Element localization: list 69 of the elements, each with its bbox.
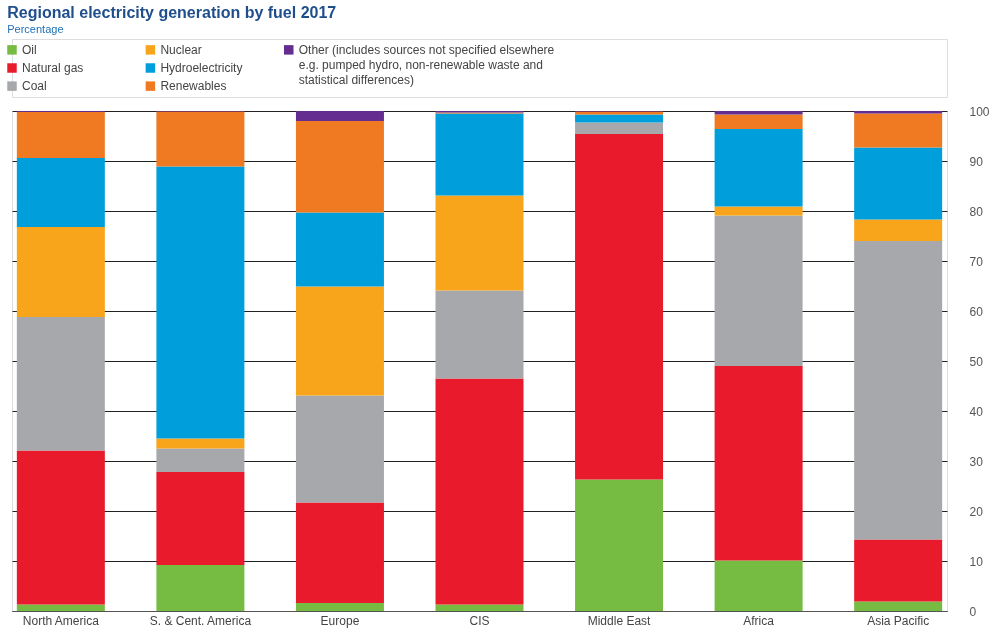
bar xyxy=(295,121,384,213)
bar xyxy=(714,366,803,561)
legend-label: Hydroelectricity xyxy=(160,61,243,75)
chart-subtitle: Percentage xyxy=(7,23,64,35)
bar xyxy=(16,227,105,317)
bar xyxy=(156,111,245,167)
bar xyxy=(435,195,524,291)
legend-label: Renewables xyxy=(160,79,227,94)
bar xyxy=(854,147,943,220)
bar xyxy=(295,111,384,121)
x-tick-label: Africa xyxy=(743,613,775,628)
bar xyxy=(854,601,943,611)
bar xyxy=(156,565,245,611)
bar xyxy=(156,472,245,565)
y-tick-label: 20 xyxy=(969,504,984,519)
bar xyxy=(854,219,943,241)
y-tick-label: 10 xyxy=(969,554,984,569)
bar xyxy=(16,317,105,451)
bar xyxy=(435,604,524,611)
bar xyxy=(575,134,664,480)
x-tick-label: Asia Pacific xyxy=(867,613,930,628)
y-tick-label: 60 xyxy=(969,304,984,319)
legend-label: Coal xyxy=(22,79,47,94)
legend-label: Natural gas xyxy=(22,61,84,75)
bar xyxy=(714,206,803,216)
bar xyxy=(435,113,524,196)
x-tick-label: S. & Cent. America xyxy=(149,613,252,628)
bar xyxy=(295,502,384,603)
y-tick-label: 80 xyxy=(969,204,984,219)
legend-label: Other (includes sources not specified elsewhere e.g. pumped hydro, non-renewable waste and statistical differences) xyxy=(298,42,555,87)
legend-label: Oil xyxy=(22,42,37,57)
bar xyxy=(156,448,245,472)
bar xyxy=(435,290,524,379)
bar xyxy=(714,114,803,129)
bar xyxy=(575,114,664,123)
bar xyxy=(16,450,105,605)
y-tick-label: 100 xyxy=(969,104,990,119)
bar xyxy=(854,539,943,602)
y-tick-label: 40 xyxy=(969,404,984,419)
y-tick-label: 70 xyxy=(969,254,984,269)
x-tick-label: North America xyxy=(22,613,100,628)
bar xyxy=(714,215,803,366)
bar xyxy=(295,603,384,611)
bar xyxy=(156,166,245,439)
bar xyxy=(714,129,803,207)
bar xyxy=(854,113,943,148)
bar xyxy=(854,111,943,114)
x-tick-label: Middle East xyxy=(587,613,652,628)
x-tick-label: CIS xyxy=(469,613,490,628)
bar xyxy=(295,286,384,396)
chart-title: Regional electricity generation by fuel 2017 xyxy=(7,4,337,21)
bar xyxy=(16,604,105,611)
bar xyxy=(575,479,664,611)
y-tick-label: 30 xyxy=(969,454,984,469)
x-tick-label: Europe xyxy=(320,613,360,628)
bar xyxy=(156,438,245,449)
bar xyxy=(435,378,524,605)
y-tick-label: 90 xyxy=(969,154,984,169)
legend-label: Nuclear xyxy=(160,42,202,57)
bar xyxy=(575,122,664,134)
bar xyxy=(295,212,384,287)
bar xyxy=(714,111,803,115)
y-tick-label: 0 xyxy=(969,604,977,619)
bar xyxy=(714,560,803,611)
bar xyxy=(295,395,384,503)
bar xyxy=(16,112,105,158)
y-tick-label: 50 xyxy=(969,354,984,369)
bar xyxy=(16,158,105,227)
bar xyxy=(854,241,943,540)
